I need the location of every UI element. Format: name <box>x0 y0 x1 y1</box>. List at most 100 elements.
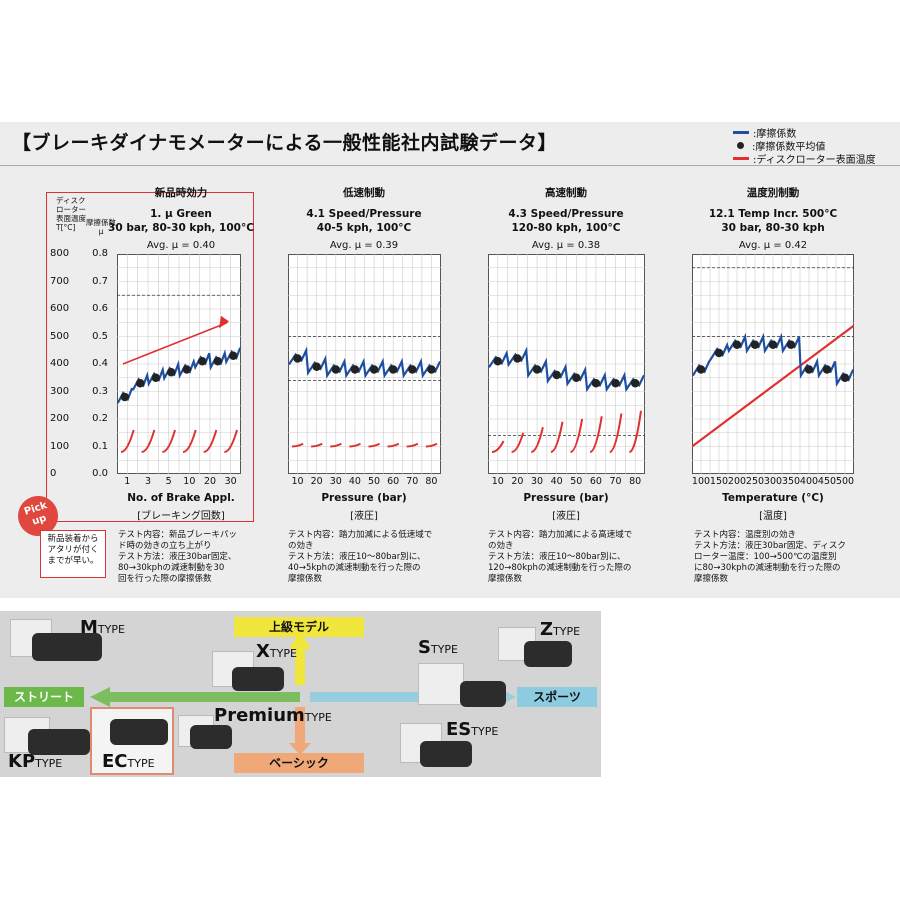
x-tick-label: 40 <box>348 476 361 487</box>
chart-x-sublabel: [ブレーキング回数] <box>137 511 225 522</box>
average-point <box>293 354 302 363</box>
x-tick-label: 10 <box>291 476 304 487</box>
x-tick-label: 100 <box>691 476 711 487</box>
temperature-segment <box>120 429 135 453</box>
chart-average-label: Avg. μ = 0.40 <box>146 240 216 251</box>
chart-title: 4.1 Speed/Pressure 40-5 kph, 100°C <box>306 208 422 234</box>
chart-plot-2 <box>288 254 441 474</box>
temperature-segment <box>589 416 603 453</box>
chart-plot-4 <box>692 254 854 474</box>
average-point <box>350 365 360 374</box>
x-tick-label: 350 <box>781 476 801 487</box>
mu-tick-label: 0.6 <box>92 303 108 314</box>
premium-type-pad <box>190 725 232 749</box>
legend-average: :摩擦係数平均値 <box>733 138 825 153</box>
left-arrow <box>90 687 300 707</box>
chart-plot-1 <box>117 254 241 474</box>
upper-model-tag: 上級モデル <box>234 617 364 637</box>
x-tick-label: 1 <box>124 476 131 487</box>
basic-tag: ベーシック <box>234 753 364 773</box>
legend-red-line-icon <box>733 157 749 160</box>
temp-tick-label: 500 <box>50 330 70 342</box>
x-type-pad <box>232 667 284 691</box>
average-point <box>120 392 129 402</box>
average-point <box>427 365 436 374</box>
chart-heading: 温度別制動 <box>746 187 800 199</box>
z-type-pad <box>524 641 572 667</box>
legend-dot-icon <box>737 142 744 149</box>
temp-tick-label: 0 <box>50 468 57 479</box>
chart-average-label: Avg. μ = 0.42 <box>738 240 808 251</box>
temperature-segment <box>224 429 238 453</box>
x-tick-label: 3 <box>144 476 152 487</box>
average-point <box>714 348 724 358</box>
x-tick-label: 30 <box>531 476 544 487</box>
x-tick-label: 30 <box>329 476 342 487</box>
mu-tick-label: 0.7 <box>92 275 108 287</box>
temperature-segment <box>311 442 323 448</box>
m-type-label: MTYPE <box>80 617 125 638</box>
kp-type-label: KPTYPE <box>8 751 63 772</box>
mu-tick-label: 0.0 <box>92 468 108 479</box>
chart-average-label: Avg. μ = 0.38 <box>531 240 601 251</box>
chart-heading: 新品時効力 <box>154 187 208 199</box>
average-point <box>513 354 522 363</box>
x-tick-label: 80 <box>425 476 438 487</box>
temp-tick-label: 100 <box>50 440 70 452</box>
temperature-segment <box>531 427 544 453</box>
x-tick-label: 450 <box>817 476 837 487</box>
average-point <box>822 365 832 374</box>
page-title: 【ブレーキダイナモメーターによる一般性能社内試験データ】 <box>12 132 558 154</box>
average-point <box>182 365 191 374</box>
average-point <box>151 373 160 382</box>
lineup-panel: 上級モデル ベーシック ストリート スポーツ MTYPE XTYPE KPTYP… <box>0 611 601 777</box>
trend-arrow-head <box>219 315 229 329</box>
mu-tick-label: 0.8 <box>92 248 108 259</box>
kp-type-pad <box>28 729 90 755</box>
z-type-label: ZTYPE <box>540 619 581 640</box>
chart-x-label: Temperature (°C) <box>722 492 824 504</box>
legend-friction-label: :摩擦係数 <box>753 129 797 140</box>
title-divider <box>0 165 900 166</box>
es-type-label: ESTYPE <box>446 719 499 740</box>
chart-x-sublabel: [温度] <box>759 511 787 522</box>
temp-tick-label: 400 <box>50 358 70 369</box>
temperature-segment <box>162 429 176 453</box>
es-type-pad <box>420 741 472 767</box>
average-point <box>136 379 145 388</box>
x-tick-label: 5 <box>165 476 172 487</box>
chart-average-label: Avg. μ = 0.39 <box>329 240 399 251</box>
temperature-segment <box>387 442 400 448</box>
chart-title: 1. μ Green 30 bar, 80-30 kph, 100°C <box>108 208 254 234</box>
mu-tick-label: 0.1 <box>92 440 108 452</box>
x-tick-label: 70 <box>609 476 622 487</box>
temp-tick-label: 700 <box>50 275 70 287</box>
average-point <box>750 340 760 349</box>
x-tick-label: 10 <box>491 476 504 487</box>
x-tick-label: 200 <box>727 476 747 487</box>
x-tick-label: 20 <box>310 476 323 487</box>
chart-x-sublabel: [液圧] <box>552 511 580 522</box>
x-tick-label: 20 <box>511 476 524 487</box>
average-point <box>804 365 814 374</box>
average-point <box>572 373 581 382</box>
temp-tick-label: 800 <box>50 248 70 259</box>
chart-x-label: No. of Brake Appl. <box>127 492 235 504</box>
x-tick-label: 40 <box>550 476 563 487</box>
average-point <box>591 379 601 388</box>
upper-arrow <box>289 631 311 685</box>
s-type-box <box>418 663 464 705</box>
highlight-frame <box>46 192 254 522</box>
temperature-line <box>692 324 854 448</box>
mu-tick-label: 0.5 <box>92 330 108 342</box>
temperature-segment <box>368 442 381 448</box>
legend-blue-line-icon <box>733 131 749 134</box>
average-point <box>369 365 379 374</box>
average-point <box>213 357 222 366</box>
chart-x-label: Pressure (bar) <box>523 492 609 504</box>
average-point <box>840 373 850 382</box>
legend-temperature: :ディスクローター表面温度 <box>733 151 876 166</box>
x-tick-label: 50 <box>368 476 381 487</box>
chart-description: テスト内容：新品ブレーキパッ ド時の効きの立ち上がり テスト方法：液圧30bar… <box>118 530 238 584</box>
mu-tick-label: 0.4 <box>92 358 108 369</box>
